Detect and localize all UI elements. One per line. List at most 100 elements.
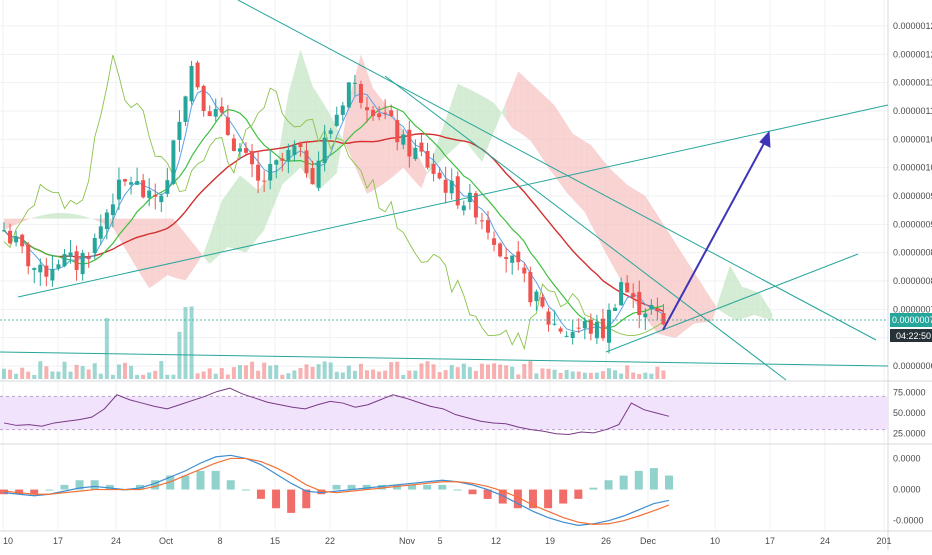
candle-body bbox=[310, 168, 315, 185]
volume-bar bbox=[431, 364, 436, 379]
candle bbox=[431, 153, 436, 182]
macd-histogram-bar bbox=[302, 489, 311, 509]
volume-bar bbox=[268, 365, 273, 379]
candle-body bbox=[558, 328, 563, 332]
candle-body bbox=[619, 282, 624, 306]
volume-bar bbox=[165, 374, 170, 379]
macd-tick-label: -0.0000 bbox=[893, 516, 924, 526]
cloud-segment bbox=[481, 95, 488, 162]
volume-bar bbox=[2, 368, 6, 379]
macd-histogram-bar bbox=[392, 484, 401, 490]
candle-body bbox=[340, 105, 345, 115]
candle-body bbox=[304, 150, 309, 174]
cloud-segment bbox=[88, 217, 95, 220]
volume-bar bbox=[637, 374, 642, 379]
volume-bar bbox=[231, 367, 236, 379]
volume-bar bbox=[250, 361, 255, 379]
candle bbox=[516, 240, 521, 271]
volume-bar bbox=[123, 362, 127, 379]
candle bbox=[558, 326, 563, 334]
volume-bar bbox=[86, 369, 91, 379]
candle bbox=[304, 143, 309, 178]
candle-body bbox=[607, 309, 611, 343]
candle bbox=[262, 170, 267, 193]
candle bbox=[383, 99, 388, 120]
trendlines[interactable] bbox=[0, 0, 889, 381]
candle-body bbox=[371, 109, 376, 117]
candle bbox=[219, 97, 224, 117]
candle bbox=[358, 80, 363, 109]
candle-body bbox=[479, 220, 484, 222]
candle-body bbox=[534, 291, 539, 302]
volume-bar bbox=[492, 363, 497, 379]
cloud-segment bbox=[560, 114, 567, 193]
macd-histogram-bar bbox=[619, 475, 628, 490]
cloud-segment bbox=[58, 213, 65, 219]
candle-body bbox=[552, 323, 557, 325]
candle-body bbox=[183, 96, 188, 122]
candle bbox=[389, 104, 394, 118]
macd-tick-label: 0.0000 bbox=[893, 485, 921, 495]
candle-body bbox=[20, 234, 25, 247]
candle-body bbox=[147, 190, 152, 198]
macd-histogram-bar bbox=[362, 484, 371, 490]
cloud-segment bbox=[494, 103, 501, 132]
cloud-segment bbox=[669, 233, 676, 338]
volume-bar bbox=[68, 371, 73, 379]
candle-body bbox=[443, 179, 448, 193]
macd-histogram-bar bbox=[544, 489, 553, 509]
candle bbox=[171, 139, 176, 186]
candle-body bbox=[334, 114, 339, 126]
macd-histogram-bar bbox=[498, 489, 507, 504]
ascending-support-line bbox=[17, 104, 889, 298]
x-tick-label: 15 bbox=[270, 536, 280, 546]
candle-body bbox=[250, 150, 255, 165]
cloud-segment bbox=[615, 173, 622, 281]
volume-bar bbox=[225, 374, 230, 379]
volume-bar bbox=[334, 371, 339, 379]
volume-bar bbox=[377, 371, 382, 379]
cloud-segment bbox=[10, 218, 17, 228]
macd-histogram-bar bbox=[559, 489, 568, 504]
cloud-segment bbox=[742, 286, 749, 319]
candle bbox=[292, 140, 297, 162]
macd-histogram-bar bbox=[649, 468, 658, 490]
candle-body bbox=[431, 163, 436, 174]
volume-bar bbox=[256, 370, 261, 379]
candle bbox=[244, 142, 248, 155]
candle bbox=[455, 171, 460, 209]
candle-body bbox=[274, 160, 279, 165]
cloud-segment bbox=[22, 218, 29, 222]
volume-bar bbox=[467, 367, 472, 379]
x-tick-label: 8 bbox=[217, 536, 222, 546]
last-price-badge-text: 0.00000073 bbox=[892, 315, 932, 325]
cloud-segment bbox=[52, 213, 59, 219]
volume-bar bbox=[116, 364, 121, 379]
volume-bar bbox=[413, 370, 418, 379]
price-tick-label: 0.00000095 bbox=[893, 191, 932, 201]
x-tick-label: 22 bbox=[325, 536, 335, 546]
candle-body bbox=[570, 332, 575, 339]
candle-body bbox=[280, 158, 285, 161]
candle-body bbox=[14, 236, 19, 243]
volume-bar bbox=[159, 361, 164, 379]
cloud-segment bbox=[433, 137, 440, 168]
volume-bar bbox=[619, 373, 624, 379]
volume-bar bbox=[407, 370, 412, 379]
candle bbox=[286, 143, 291, 174]
cloud-segment bbox=[137, 218, 144, 279]
candle bbox=[425, 142, 430, 170]
candle bbox=[147, 178, 152, 207]
volume-bar bbox=[552, 369, 557, 379]
volume-bar bbox=[292, 370, 297, 379]
candle-body bbox=[352, 82, 357, 84]
candle bbox=[365, 96, 369, 123]
volume-bar bbox=[655, 366, 660, 379]
candle bbox=[377, 106, 382, 121]
candle bbox=[316, 151, 321, 192]
candlesticks[interactable] bbox=[2, 60, 666, 354]
macd-histogram-bar bbox=[423, 484, 432, 490]
cloud-segment bbox=[64, 213, 71, 219]
macd-histogram-bar bbox=[589, 487, 598, 490]
